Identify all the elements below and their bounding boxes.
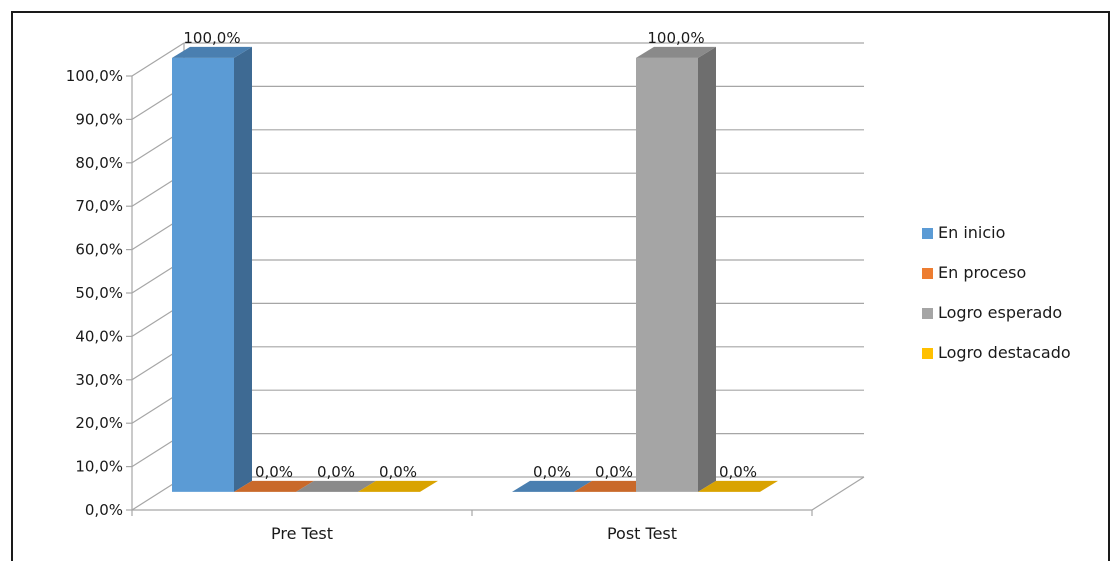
bar-pre-test-logro-esperado: [296, 480, 376, 492]
y-tick-label: 30,0%: [75, 371, 123, 389]
bar-pre-test-en-inicio: [172, 46, 252, 492]
bar-pre-test-en-inicio-side: [234, 46, 252, 492]
legend-swatch: [922, 308, 933, 319]
y-tick-label: 40,0%: [75, 327, 123, 345]
bar-post-test-logro-destacado-top: [698, 480, 778, 492]
bar-pre-test-en-proceso-top: [234, 480, 314, 492]
bar-pre-test-logro-destacado: [358, 480, 438, 492]
y-tick-label: 10,0%: [75, 458, 123, 476]
bar-post-test-en-inicio: [512, 480, 592, 492]
y-tick-label: 20,0%: [75, 414, 123, 432]
y-axis-ticks: 0,0% 10,0% 20,0% 30,0% 40,0% 50,0% 60,0% 70,0% 8…: [66, 67, 813, 519]
bar-post-test-en-proceso-top: [574, 480, 654, 492]
category-labels: Pre Test Post Test: [271, 524, 677, 543]
bar-pre-test-logro-destacado-top: [358, 480, 438, 492]
data-label-pre-test-en-proceso: 0,0%: [255, 463, 293, 481]
bar-chart-3d: 0,0% 10,0% 20,0% 30,0% 40,0% 50,0% 60,0% 70,0% 8…: [66, 29, 1071, 543]
data-label-pre-test-logro-esperado: 0,0%: [317, 463, 355, 481]
legend-item-logro-destacado: Logro destacado: [922, 343, 1071, 362]
legend: En inicio En proceso Logro esperado Logro d…: [922, 223, 1071, 362]
y-tick-label: 100,0%: [66, 67, 123, 85]
bar-post-test-logro-esperado-side: [698, 46, 716, 492]
data-label-post-test-en-proceso: 0,0%: [595, 463, 633, 481]
gridline-side: [131, 42, 185, 77]
y-tick-label: 80,0%: [75, 154, 123, 172]
bar-pre-test-en-inicio-top: [172, 46, 252, 58]
category-label-pre-test: Pre Test: [271, 524, 333, 543]
category-label-post-test: Post Test: [607, 524, 677, 543]
legend-label: Logro destacado: [938, 343, 1071, 362]
y-tick-label: 90,0%: [75, 110, 123, 128]
legend-swatch: [922, 228, 933, 239]
legend-label: En inicio: [938, 223, 1005, 242]
bar-pre-test-logro-esperado-top: [296, 480, 376, 492]
bar-post-test-logro-esperado-top: [636, 46, 716, 58]
legend-swatch: [922, 348, 933, 359]
y-tick-label: 70,0%: [75, 197, 123, 215]
legend-item-en-inicio: En inicio: [922, 223, 1005, 242]
chart-frame: 0,0% 10,0% 20,0% 30,0% 40,0% 50,0% 60,0% 70,0% 8…: [11, 11, 1110, 561]
y-tick-label: 0,0%: [85, 501, 123, 519]
data-label-post-test-en-inicio: 0,0%: [533, 463, 571, 481]
data-label-pre-test-logro-destacado: 0,0%: [379, 463, 417, 481]
legend-item-logro-esperado: Logro esperado: [922, 303, 1062, 322]
bar-post-test-en-proceso: [574, 480, 654, 492]
legend-label: En proceso: [938, 263, 1026, 282]
legend-label: Logro esperado: [938, 303, 1062, 322]
data-label-post-test-logro-esperado: 100,0%: [647, 29, 704, 47]
bar-post-test-logro-destacado: [698, 480, 778, 492]
bar-post-test-logro-esperado-front: [636, 57, 698, 492]
legend-item-en-proceso: En proceso: [922, 263, 1026, 282]
y-tick-label: 60,0%: [75, 241, 123, 259]
bar-post-test-en-inicio-top: [512, 480, 592, 492]
bars: [172, 46, 778, 492]
data-label-pre-test-en-inicio: 100,0%: [183, 29, 240, 47]
bar-pre-test-en-inicio-front: [172, 57, 234, 492]
y-tick-label: 50,0%: [75, 284, 123, 302]
data-label-post-test-logro-destacado: 0,0%: [719, 463, 757, 481]
bar-pre-test-en-proceso: [234, 480, 314, 492]
data-labels: 100,0% 0,0% 0,0% 0,0% 0,0% 0,0% 100,0% 0,0%: [183, 29, 757, 481]
legend-swatch: [922, 268, 933, 279]
bar-post-test-logro-esperado: [636, 46, 716, 492]
